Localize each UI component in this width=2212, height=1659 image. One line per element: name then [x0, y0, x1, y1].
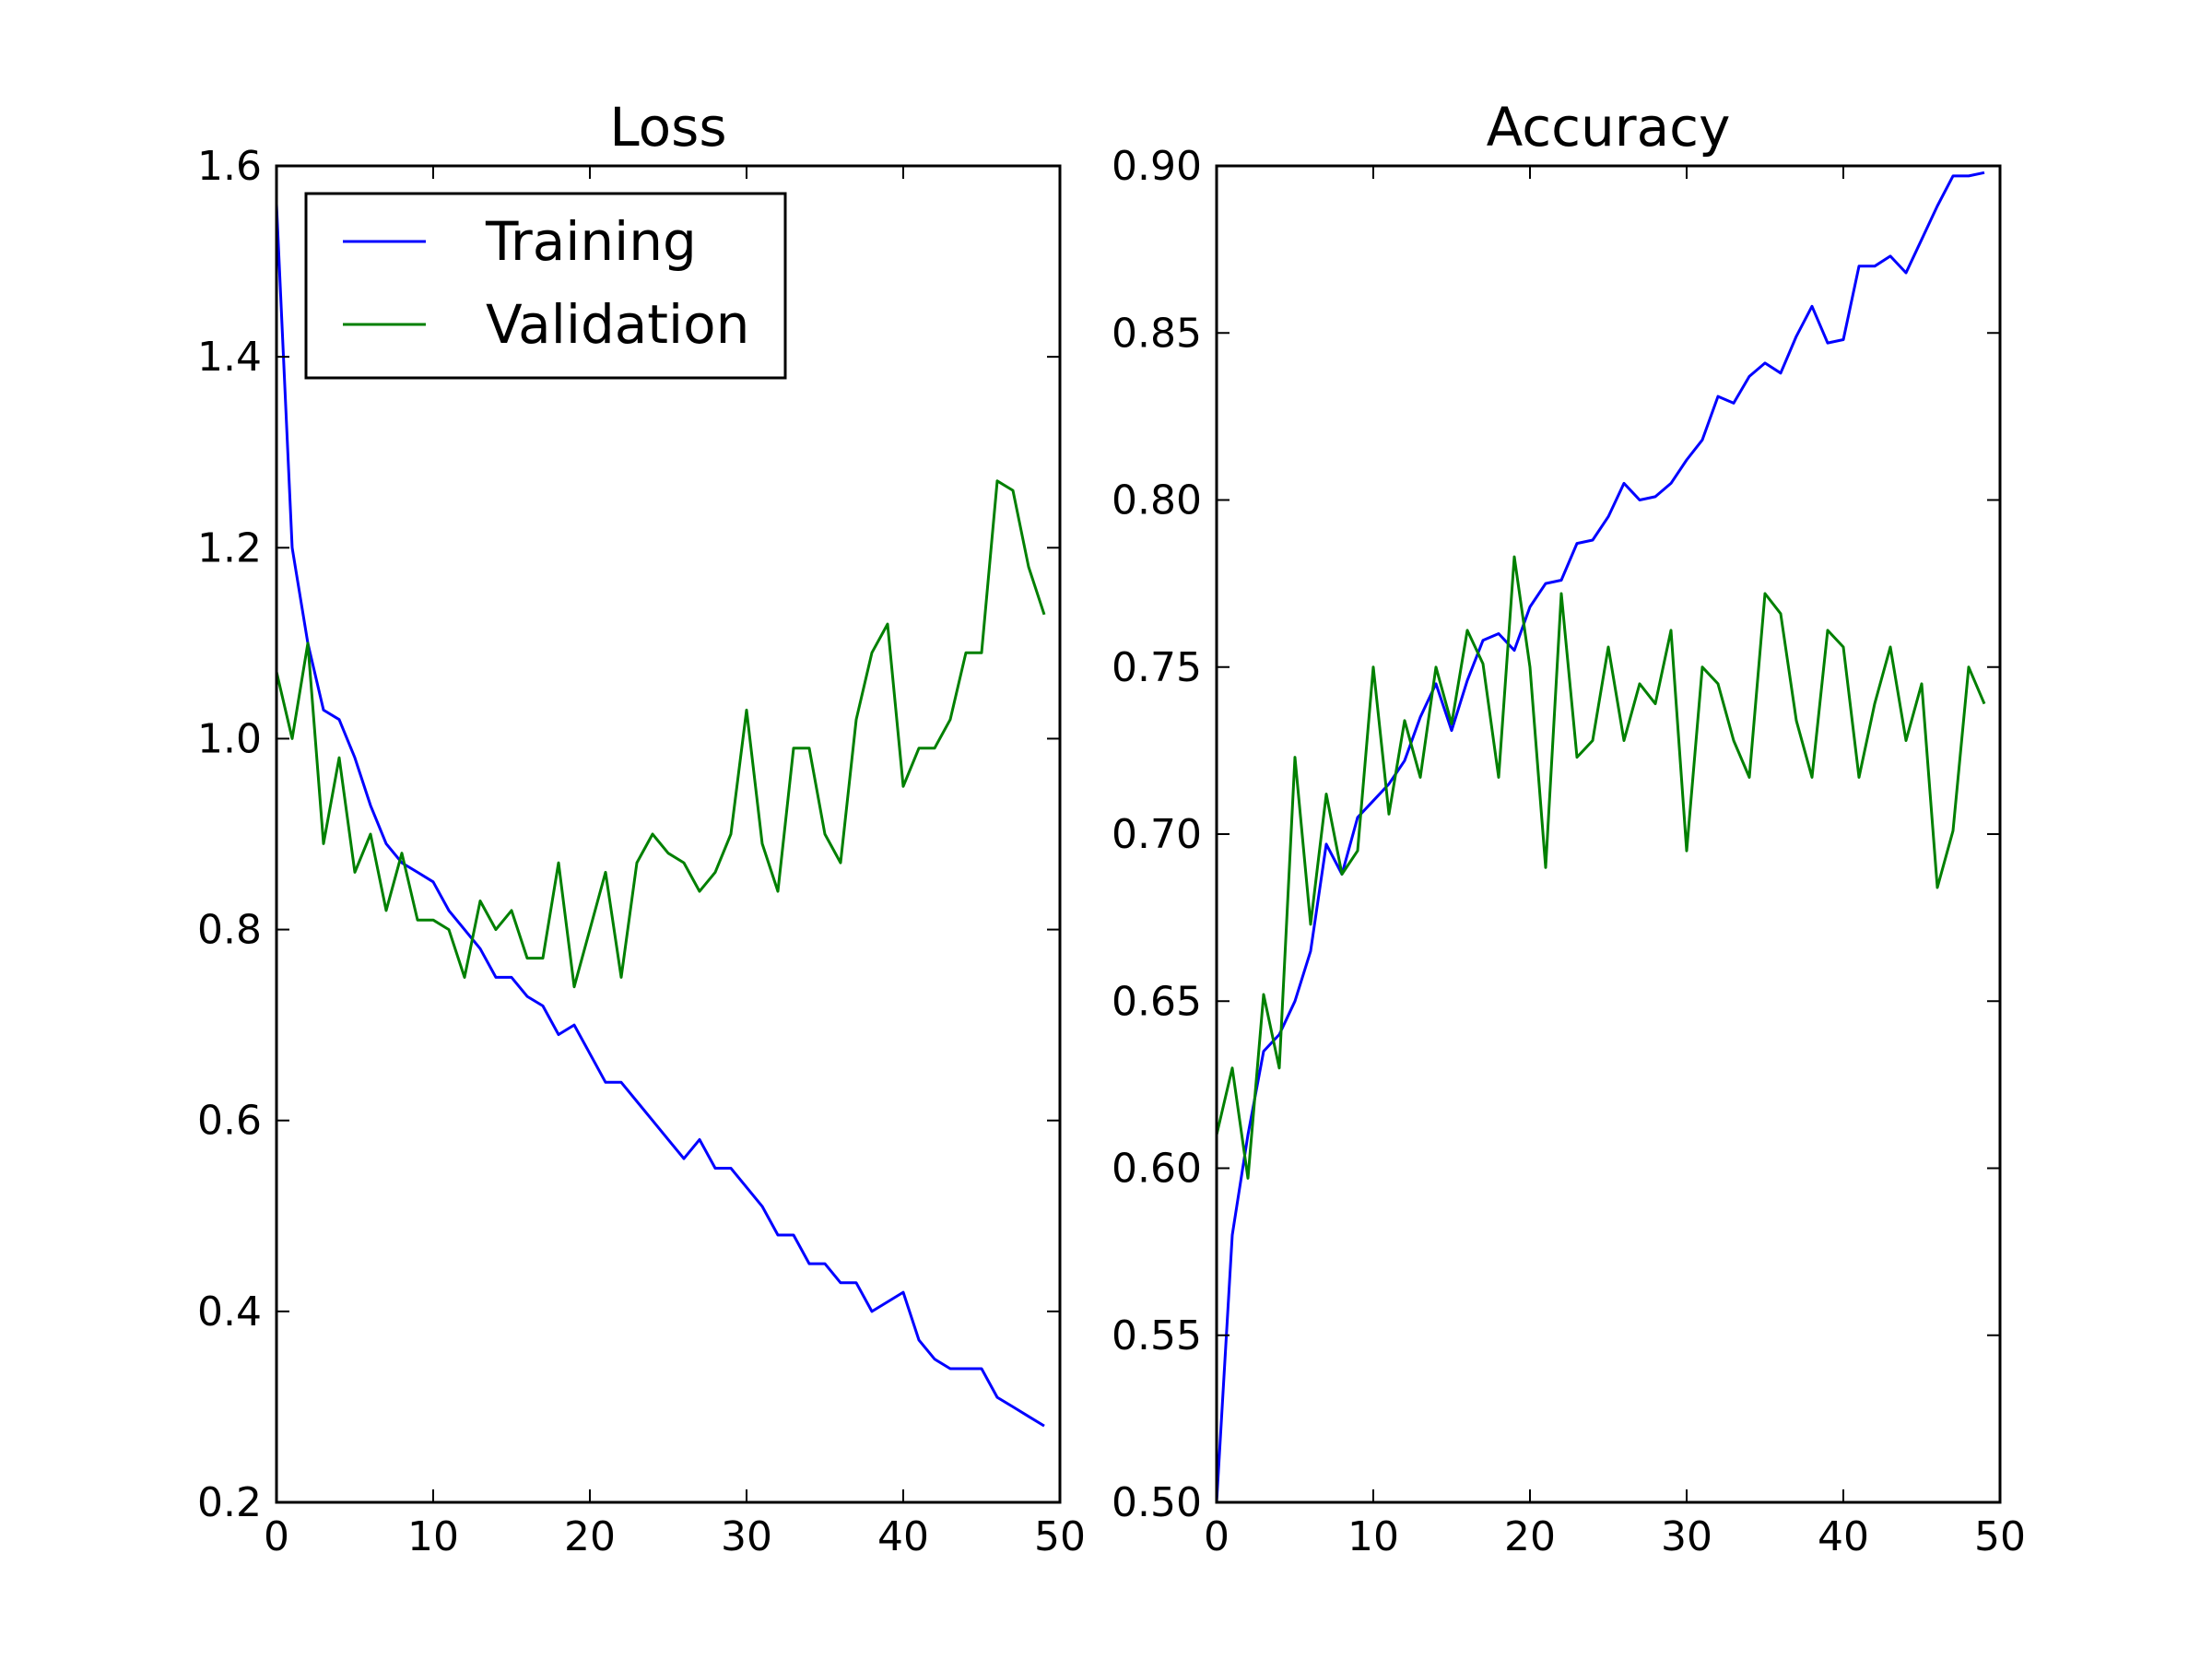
accuracy-y-tick-label: 0.80 [1112, 477, 1202, 524]
accuracy-x-tick-label: 50 [1974, 1513, 2026, 1560]
accuracy-series-line-training [1215, 171, 1985, 1503]
accuracy-y-tick-label: 0.55 [1112, 1312, 1202, 1359]
accuracy-title: Accuracy [1487, 96, 1731, 159]
loss-x-tick-label: 30 [721, 1513, 772, 1560]
accuracy-x-tick-label: 40 [1818, 1513, 1869, 1560]
loss-panel: Loss 0 10 20 30 40 50 0.2 0.4 0.6 0.8 1.0 1.2 1.4 1.6… [197, 96, 1086, 1560]
accuracy-y-tick-label: 0.90 [1112, 143, 1202, 190]
loss-x-tick-label: 50 [1034, 1513, 1086, 1560]
accuracy-y-tick-label: 0.70 [1112, 811, 1202, 858]
accuracy-y-tick-label: 0.50 [1112, 1479, 1202, 1526]
loss-y-tick-label: 1.4 [197, 334, 262, 381]
loss-x-tick-label: 0 [264, 1513, 289, 1560]
accuracy-x-tick-label: 0 [1204, 1513, 1230, 1560]
accuracy-series-line-validation [1215, 555, 1986, 1180]
accuracy-y-tick-label: 0.65 [1112, 978, 1202, 1025]
loss-y-tick-label: 0.2 [197, 1479, 262, 1526]
accuracy-y-tick-label: 0.85 [1112, 310, 1202, 357]
loss-x-tick-label: 10 [407, 1513, 459, 1560]
loss-plot-area: 0 10 20 30 40 50 0.2 0.4 0.6 0.8 1.0 1.2 1.4 1.6 [197, 143, 1086, 1560]
accuracy-y-tick-label: 0.75 [1112, 644, 1202, 691]
accuracy-x-tick-label: 30 [1661, 1513, 1712, 1560]
loss-legend: Training Validation [304, 192, 787, 380]
loss-y-tick-label: 1.6 [197, 143, 262, 190]
loss-y-tick-label: 0.6 [197, 1098, 262, 1145]
loss-title: Loss [609, 96, 726, 159]
legend-box [304, 192, 787, 380]
loss-x-tick-label: 20 [564, 1513, 616, 1560]
loss-y-tick-label: 0.8 [197, 907, 262, 954]
loss-series-line-validation [275, 479, 1046, 989]
loss-axes-frame [275, 164, 1062, 1504]
legend-label-training: Training [485, 210, 697, 273]
accuracy-panel: Accuracy 0 10 20 30 40 50 0.50 0.55 0.60 0.65 0.70… [1112, 96, 2026, 1560]
accuracy-y-tick-label: 0.60 [1112, 1146, 1202, 1193]
loss-y-tick-label: 1.0 [197, 715, 262, 762]
loss-y-tick-label: 1.2 [197, 524, 262, 571]
accuracy-plot-area: 0 10 20 30 40 50 0.50 0.55 0.60 0.65 0.70 0.75 0.80 0… [1112, 143, 2026, 1560]
legend-label-validation: Validation [486, 293, 749, 356]
accuracy-x-tick-label: 20 [1504, 1513, 1556, 1560]
loss-y-tick-label: 0.4 [197, 1288, 262, 1335]
accuracy-x-tick-label: 10 [1347, 1513, 1399, 1560]
loss-x-tick-label: 40 [877, 1513, 929, 1560]
